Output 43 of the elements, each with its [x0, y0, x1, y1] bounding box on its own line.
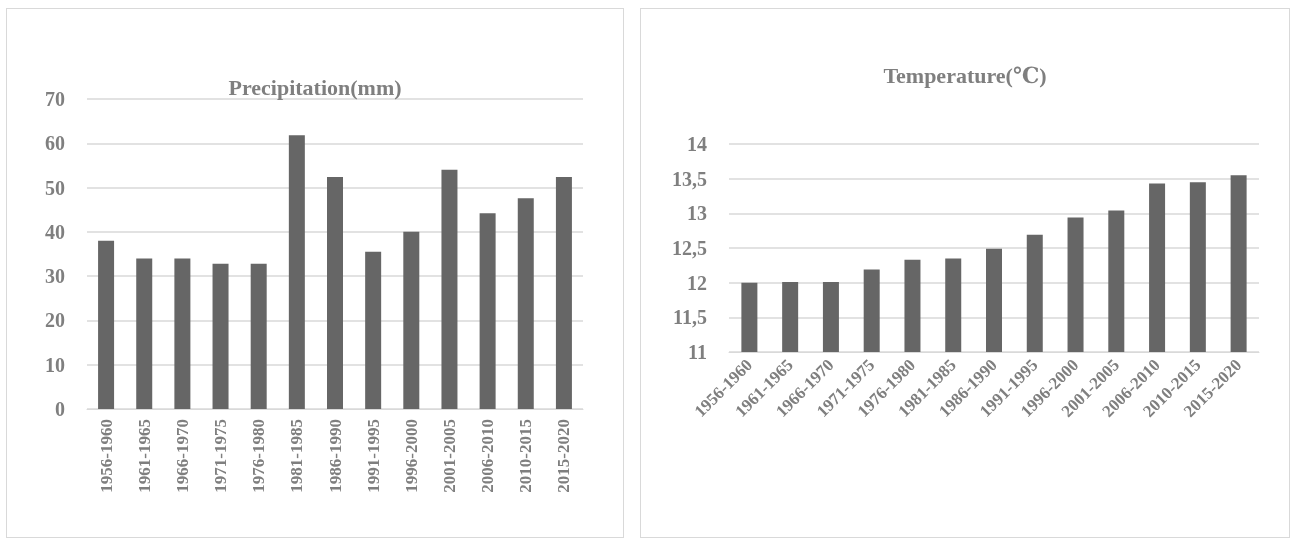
x-tick-label: 1956-1960	[96, 419, 116, 493]
bar	[479, 213, 496, 409]
y-tick-label: 11,5	[673, 306, 707, 329]
y-tick-label: 20	[45, 309, 65, 332]
bar	[98, 240, 115, 409]
bar	[365, 251, 382, 409]
bar	[136, 258, 153, 409]
x-tick-label: 1996-2000	[401, 419, 421, 493]
x-tick-label: 1981-1985	[287, 419, 307, 493]
y-tick-label: 13	[687, 202, 707, 225]
y-tick-label: 11	[688, 341, 707, 363]
y-tick-label: 12,5	[672, 237, 707, 259]
x-tick-label: 1971-1975	[211, 419, 231, 493]
bar	[250, 263, 267, 409]
x-tick-label: 1986-1990	[325, 419, 345, 493]
x-tick-label: 2001-2005	[439, 419, 459, 493]
y-tick-label: 40	[45, 220, 65, 243]
x-tick-label: 1991-1995	[363, 419, 383, 493]
bar	[174, 258, 191, 409]
bar	[288, 135, 305, 409]
bar	[441, 169, 458, 409]
bar	[403, 231, 420, 409]
bar	[327, 176, 343, 409]
bar	[555, 176, 572, 409]
y-tick-label: 13,5	[672, 167, 707, 190]
y-tick-label: 60	[45, 132, 65, 155]
chart-title: Precipitation(mm)	[228, 74, 402, 100]
x-tick-label: 2015-2020	[554, 419, 574, 493]
bar	[212, 263, 229, 409]
x-tick-label: 1966-1970	[172, 419, 192, 493]
x-tick-label: 1961-1965	[134, 419, 154, 493]
y-tick-label: 70	[45, 88, 65, 110]
chart-title: Temperature(℃)	[883, 62, 1047, 88]
y-tick-label: 50	[45, 176, 65, 199]
y-tick-label: 14	[687, 133, 707, 155]
bar	[517, 198, 534, 409]
x-tick-label: 1976-1980	[249, 419, 269, 493]
y-tick-label: 12	[687, 271, 707, 294]
x-tick-label: 2006-2010	[478, 419, 498, 493]
y-tick-label: 0	[55, 398, 65, 420]
x-tick-label: 2010-2015	[516, 419, 536, 493]
y-tick-label: 30	[45, 265, 65, 288]
y-tick-label: 10	[45, 353, 65, 376]
